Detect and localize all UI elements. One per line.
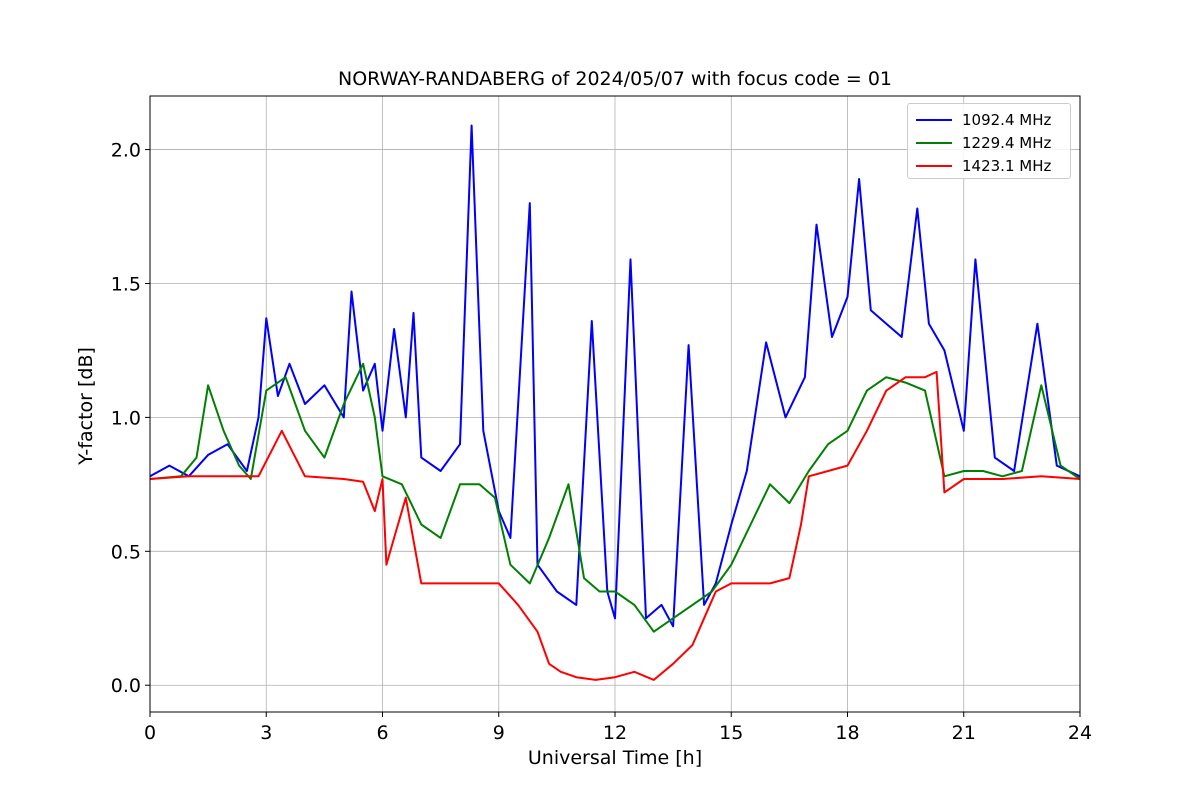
y-tick-label: 0.0 xyxy=(111,675,141,697)
series-lines xyxy=(149,124,1081,681)
y-axis-label: Y-factor [dB] xyxy=(75,347,97,465)
x-tick-label: 21 xyxy=(952,722,976,744)
legend-swatch-1423 xyxy=(916,165,952,167)
y-tick-label: 1.5 xyxy=(111,273,141,295)
legend-item-1092: 1092.4 MHz xyxy=(916,110,1051,130)
y-tick-label: 1.0 xyxy=(111,407,141,429)
legend-swatch-1092 xyxy=(916,119,952,121)
x-tick-label: 15 xyxy=(719,722,743,744)
series-line-1423-1 xyxy=(149,370,1081,681)
ticks: 0 3 6 9 12 15 18 21 24 0.0 0.5 1.0 1.5 2.0 xyxy=(111,140,1092,744)
chart-title: NORWAY-RANDABERG of 2024/05/07 with focu… xyxy=(337,68,892,90)
x-tick-label: 24 xyxy=(1068,722,1092,744)
x-axis-label: Universal Time [h] xyxy=(527,747,703,769)
series-line-1229-4 xyxy=(149,362,1081,633)
x-tick-label: 9 xyxy=(493,722,505,744)
x-tick-label: 18 xyxy=(835,722,859,744)
legend-swatch-1229 xyxy=(916,142,952,144)
x-tick-label: 12 xyxy=(603,722,627,744)
grid xyxy=(149,96,1081,712)
legend-item-1229: 1229.4 MHz xyxy=(916,133,1051,153)
legend-label-1092: 1092.4 MHz xyxy=(962,111,1052,129)
legend-item-1423: 1423.1 MHz xyxy=(916,156,1051,176)
y-tick-label: 2.0 xyxy=(111,140,141,162)
legend: 1092.4 MHz 1229.4 MHz 1423.1 MHz xyxy=(907,103,1071,179)
legend-label-1229: 1229.4 MHz xyxy=(962,134,1052,152)
x-tick-label: 6 xyxy=(376,722,388,744)
x-tick-label: 3 xyxy=(260,722,272,744)
series-line-1092-4 xyxy=(149,124,1081,628)
y-tick-label: 0.5 xyxy=(111,541,141,563)
legend-label-1423: 1423.1 MHz xyxy=(962,157,1052,175)
x-tick-label: 0 xyxy=(144,722,156,744)
